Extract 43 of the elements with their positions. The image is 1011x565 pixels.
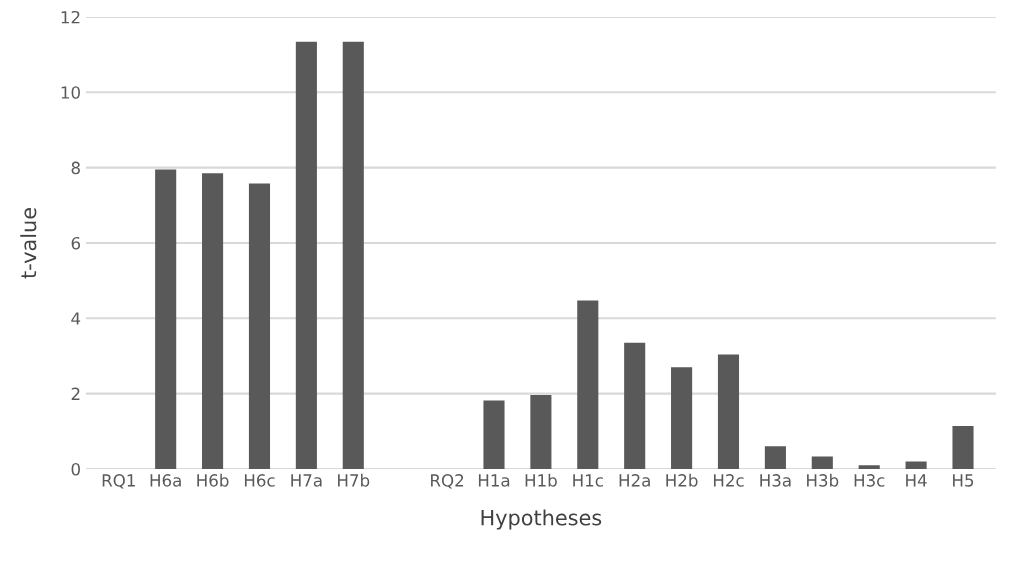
y-tick-label: 10 <box>61 86 80 99</box>
x-tick-label: H7a <box>291 474 322 487</box>
y-axis-title: t-value <box>20 208 37 279</box>
bar <box>717 354 740 469</box>
bar <box>858 465 880 469</box>
x-tick-label: H2b <box>666 473 698 487</box>
x-tick-label: H6c <box>244 474 275 487</box>
y-tick-label: 0 <box>71 462 80 476</box>
y-tick-label: 2 <box>71 387 80 400</box>
bar <box>342 41 364 469</box>
x-tick-label: H1c <box>573 474 603 487</box>
bar <box>295 41 317 469</box>
y-tick-label: 12 <box>61 10 80 24</box>
bar <box>483 400 505 469</box>
y-tick-label: 8 <box>71 161 80 175</box>
x-tick-label: RQ1 <box>102 474 135 489</box>
bar <box>764 446 786 469</box>
x-axis-title: Hypotheses <box>481 509 602 530</box>
x-tick-label: H4 <box>906 474 927 487</box>
x-tick-label: H2c <box>713 474 744 487</box>
bar <box>530 395 552 469</box>
bar <box>811 456 833 469</box>
x-tick-label: H3b <box>807 473 839 487</box>
bar <box>248 183 271 469</box>
x-tick-label: H6a <box>150 474 181 487</box>
x-tick-label: H2a <box>619 474 650 487</box>
x-tick-label: H6b <box>197 473 229 487</box>
bar <box>202 173 224 469</box>
x-tick-label: H5 <box>953 474 974 487</box>
bar <box>671 367 693 469</box>
x-tick-label: H3c <box>854 474 885 487</box>
x-tick-label: H1a <box>478 474 510 487</box>
x-tick-label: H3a <box>760 474 791 487</box>
x-tick-label: RQ2 <box>431 474 464 489</box>
bar <box>905 461 927 469</box>
bar <box>577 300 599 469</box>
bar <box>155 169 177 469</box>
bar <box>952 426 974 469</box>
y-tick-label: 6 <box>71 236 81 250</box>
bar <box>624 342 646 469</box>
x-tick-label: H7b <box>338 473 370 487</box>
y-tick-label: 4 <box>71 312 81 325</box>
x-tick-label: H1b <box>525 473 557 487</box>
